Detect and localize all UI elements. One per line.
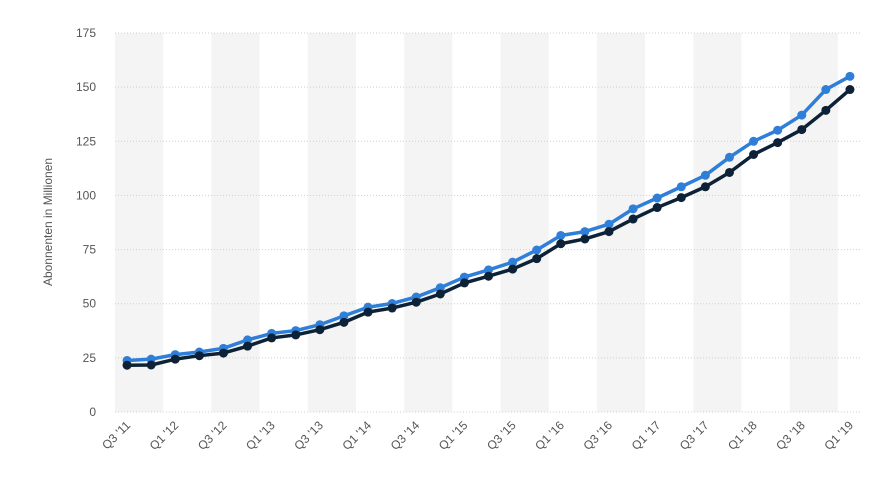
y-tick-label: 150 <box>76 80 96 94</box>
data-point <box>387 303 397 313</box>
data-point <box>604 219 614 229</box>
column-shade <box>789 33 838 412</box>
data-point <box>700 170 710 180</box>
x-tick-label: Q3 '16 <box>580 418 615 453</box>
data-point <box>291 330 301 340</box>
column-shade <box>596 33 646 412</box>
data-point <box>724 152 734 162</box>
x-tick-label: Q1 '15 <box>436 418 471 453</box>
data-point <box>146 360 156 370</box>
data-point <box>532 254 542 264</box>
x-tick-label: Q1 '19 <box>821 418 856 453</box>
data-point <box>339 317 349 327</box>
data-point <box>315 325 325 335</box>
x-tick-label: Q1 '14 <box>340 418 375 453</box>
data-point <box>604 227 614 237</box>
x-tick-label: Q3 '15 <box>484 418 519 453</box>
data-point <box>435 283 445 293</box>
data-point <box>797 110 807 120</box>
column-shade <box>307 33 356 412</box>
column-shade <box>693 33 742 412</box>
data-point <box>267 333 277 343</box>
data-point <box>845 71 855 81</box>
data-point <box>411 297 421 307</box>
data-point <box>652 203 662 213</box>
data-point <box>339 311 349 321</box>
data-point <box>122 360 132 370</box>
data-point <box>243 341 253 351</box>
y-axis-label: Abonnenten in Millionen <box>41 158 55 286</box>
data-point <box>676 182 686 192</box>
y-tick-label: 25 <box>83 351 97 365</box>
data-point <box>628 204 638 214</box>
data-point <box>243 335 253 345</box>
data-point <box>845 85 855 95</box>
data-point <box>484 265 493 275</box>
data-point <box>797 125 807 135</box>
y-tick-label: 0 <box>89 405 96 419</box>
data-point <box>435 289 445 299</box>
x-tick-label: Q3 '12 <box>195 418 230 453</box>
data-point <box>773 138 783 148</box>
data-point <box>532 245 542 255</box>
data-point <box>508 257 518 267</box>
column-shade <box>404 33 453 412</box>
x-tick-label: Q3 '14 <box>388 418 423 453</box>
x-tick-label: Q3 '13 <box>291 418 326 453</box>
x-tick-label: Q1 '12 <box>147 418 182 453</box>
y-tick-label: 125 <box>76 134 96 148</box>
data-point <box>749 136 759 146</box>
x-tick-label: Q3 '11 <box>99 418 133 452</box>
data-point <box>363 307 373 317</box>
data-point <box>724 167 734 177</box>
data-point <box>508 264 518 274</box>
data-point <box>556 239 566 249</box>
data-point <box>628 214 638 224</box>
data-point <box>580 234 590 244</box>
data-point <box>676 193 686 203</box>
data-point <box>194 351 204 361</box>
data-point <box>556 230 566 240</box>
data-point <box>700 182 710 192</box>
y-tick-label: 75 <box>83 243 97 257</box>
data-point <box>821 105 831 115</box>
data-point <box>821 85 831 95</box>
data-point <box>170 354 180 364</box>
data-point <box>749 149 759 159</box>
y-tick-label: 100 <box>76 188 96 202</box>
data-point <box>580 227 590 237</box>
y-tick-label: 175 <box>76 26 96 40</box>
x-tick-label: Q1 '13 <box>243 418 278 453</box>
data-point <box>459 278 469 288</box>
data-point <box>484 271 493 281</box>
x-tick-label: Q3 '18 <box>773 418 808 453</box>
x-tick-label: Q3 '17 <box>677 418 712 453</box>
column-shade <box>115 33 164 412</box>
data-point <box>218 348 228 358</box>
x-tick-label: Q1 '17 <box>629 418 664 453</box>
x-tick-label: Q1 '16 <box>532 418 567 453</box>
data-point <box>652 193 662 203</box>
data-point <box>773 125 783 135</box>
column-shade <box>500 33 549 412</box>
y-tick-label: 50 <box>83 297 97 311</box>
x-tick-label: Q1 '18 <box>725 418 760 453</box>
